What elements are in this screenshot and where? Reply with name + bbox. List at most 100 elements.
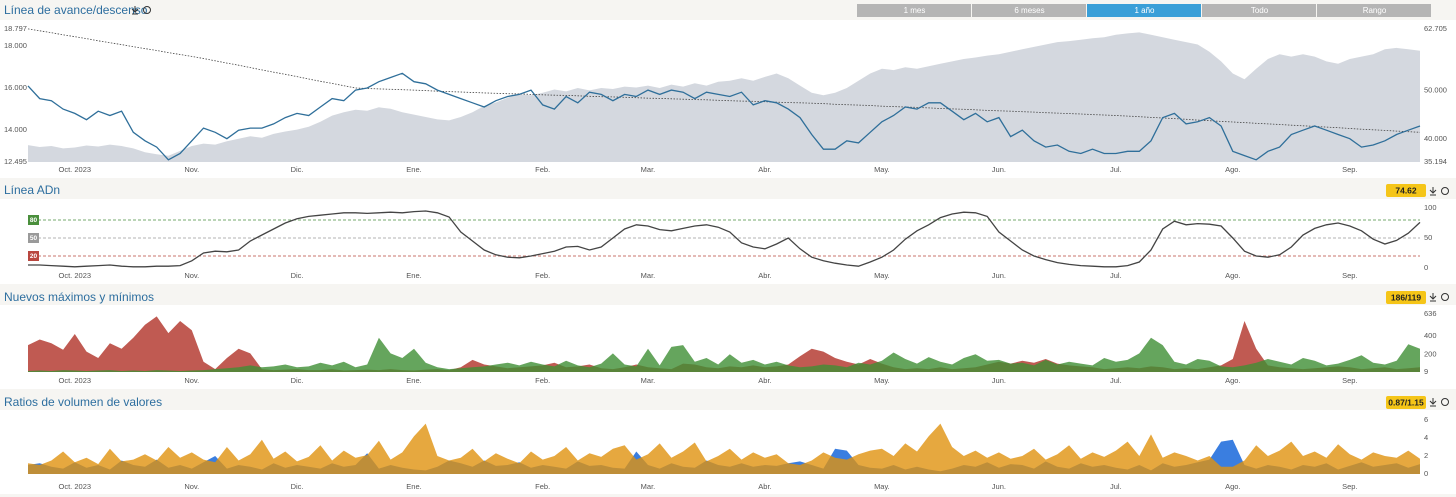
line: [27, 72, 1421, 161]
range-button-label[interactable]: 6 meses: [1014, 6, 1044, 15]
range-button[interactable]: [1087, 4, 1201, 17]
range-button-label[interactable]: Rango: [1363, 6, 1387, 15]
range-button[interactable]: [972, 4, 1086, 17]
y-tick-label: 9: [1424, 367, 1428, 376]
x-tick-label: Sep.: [1342, 165, 1357, 174]
value-badge-text: 74.62: [1395, 185, 1417, 195]
y-tick-label: 2: [1424, 451, 1428, 460]
download-icon[interactable]: [1429, 398, 1437, 407]
x-tick-label: Mar.: [641, 482, 656, 491]
range-button[interactable]: [1202, 4, 1316, 17]
reference-label: 50: [30, 235, 38, 242]
x-tick-label: Dic.: [291, 271, 304, 280]
x-tick-label: Abr.: [758, 271, 771, 280]
y-tick-label: 18.000: [4, 41, 27, 50]
reference-label: 20: [30, 253, 38, 260]
x-tick-label: Nov.: [184, 376, 199, 385]
x-tick-label: Dic.: [291, 165, 304, 174]
x-tick-label: Dic.: [291, 376, 304, 385]
plot-background: [0, 305, 1456, 389]
download-icon[interactable]: [1429, 293, 1437, 302]
area: [28, 32, 1420, 163]
panel-title: Nuevos máximos y mínimos: [4, 290, 154, 304]
reference-badge: [28, 251, 39, 261]
x-tick-label: Ene.: [406, 271, 421, 280]
x-tick-label: Mar.: [641, 271, 656, 280]
x-tick-label: Feb.: [535, 376, 550, 385]
value-badge: [1386, 184, 1426, 197]
line: [28, 210, 1421, 268]
x-tick-label: May.: [874, 271, 890, 280]
help-icon[interactable]: [1441, 398, 1449, 406]
area: [28, 423, 1420, 474]
panel-title: Línea ADn: [4, 183, 60, 197]
y2-tick-label: 35.194: [1424, 157, 1447, 166]
x-tick-label: Jul.: [1110, 165, 1122, 174]
help-icon[interactable]: [143, 6, 151, 14]
x-tick-label: Ago.: [1225, 376, 1240, 385]
x-tick-label: Nov.: [184, 165, 199, 174]
help-icon[interactable]: [1441, 293, 1449, 301]
y-tick-label: 12.495: [4, 157, 27, 166]
x-tick-label: May.: [874, 376, 890, 385]
x-tick-label: May.: [874, 165, 890, 174]
area: [28, 316, 1420, 372]
value-badge: [1386, 396, 1426, 409]
y-tick-label: 0: [1424, 263, 1428, 272]
y-tick-label: 636: [1424, 309, 1437, 318]
x-tick-label: Jul.: [1110, 482, 1122, 491]
reference-badge: [28, 233, 39, 243]
x-tick-label: Abr.: [758, 165, 771, 174]
reference-label: 80: [30, 217, 38, 224]
x-tick-label: Mar.: [641, 376, 656, 385]
value-badge-text: 186/119: [1391, 292, 1422, 302]
download-icon[interactable]: [131, 6, 139, 15]
y-tick-label: 16.000: [4, 83, 27, 92]
help-icon[interactable]: [1441, 187, 1449, 195]
panel-title: Línea de avance/descenso: [4, 3, 148, 17]
reference-badge: [28, 215, 39, 225]
x-tick-label: Jun.: [992, 271, 1006, 280]
x-tick-label: Feb.: [535, 165, 550, 174]
y-tick-label: 4: [1424, 433, 1428, 442]
y-tick-label: 100: [1424, 203, 1437, 212]
y2-tick-label: 62.705: [1424, 24, 1447, 33]
x-tick-label: Oct. 2023: [59, 482, 92, 491]
y2-tick-label: 50.000: [1424, 85, 1447, 94]
x-tick-label: Feb.: [535, 271, 550, 280]
x-tick-label: Jun.: [992, 165, 1006, 174]
x-tick-label: Jul.: [1110, 271, 1122, 280]
x-tick-label: Ene.: [406, 165, 421, 174]
value-badge-text: 0.87/1.15: [1388, 397, 1424, 407]
range-button-label[interactable]: Todo: [1251, 6, 1269, 15]
x-tick-label: Nov.: [184, 482, 199, 491]
y-tick-label: 200: [1424, 349, 1437, 358]
download-icon[interactable]: [1429, 187, 1437, 196]
value-badge: [1386, 291, 1426, 304]
x-tick-label: Ago.: [1225, 165, 1240, 174]
x-tick-label: Oct. 2023: [59, 165, 92, 174]
x-tick-label: Jun.: [992, 376, 1006, 385]
x-tick-label: Sep.: [1342, 482, 1357, 491]
y-tick-label: 14.000: [4, 125, 27, 134]
x-tick-label: Oct. 2023: [59, 271, 92, 280]
range-button[interactable]: [1317, 4, 1431, 17]
x-tick-label: Abr.: [758, 482, 771, 491]
panel-title: Ratios de volumen de valores: [4, 395, 162, 409]
x-tick-label: Feb.: [535, 482, 550, 491]
x-tick-label: Sep.: [1342, 376, 1357, 385]
range-button[interactable]: [857, 4, 971, 17]
x-tick-label: Dic.: [291, 482, 304, 491]
range-button-label[interactable]: 1 año: [1134, 6, 1155, 15]
x-tick-label: May.: [874, 482, 890, 491]
y-tick-label: 18.797: [4, 24, 27, 33]
x-tick-label: Jul.: [1110, 376, 1122, 385]
icons: [131, 6, 1449, 407]
y2-tick-label: 40.000: [1424, 134, 1447, 143]
x-tick-label: Jun.: [992, 482, 1006, 491]
x-tick-label: Abr.: [758, 376, 771, 385]
x-tick-label: Nov.: [184, 271, 199, 280]
x-tick-label: Ene.: [406, 376, 421, 385]
range-button-label[interactable]: 1 mes: [904, 6, 926, 15]
